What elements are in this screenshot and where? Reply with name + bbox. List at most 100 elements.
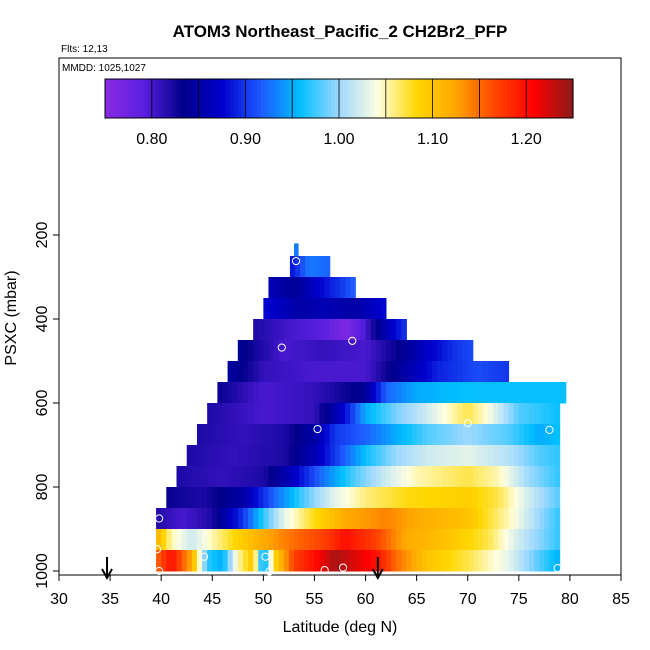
heatmap-cell [483, 445, 489, 467]
heatmap-cell [329, 466, 336, 488]
heatmap-cell [340, 403, 346, 425]
heatmap-cell [273, 445, 280, 467]
colorbar-swatch [483, 79, 488, 118]
heatmap-cell [421, 424, 428, 446]
heatmap-cell [324, 445, 331, 467]
colorbar-swatch [557, 79, 562, 118]
heatmap-cell [196, 424, 203, 446]
heatmap-cell [477, 487, 484, 509]
heatmap-cell [523, 550, 530, 572]
heatmap-cell [263, 487, 269, 509]
heatmap-cell [355, 445, 361, 467]
heatmap-cell [273, 277, 280, 299]
heatmap-cell [350, 319, 356, 341]
heatmap-cell [523, 508, 530, 530]
heatmap-cell [396, 424, 402, 446]
heatmap-cell [503, 445, 510, 467]
colorbar-swatch [385, 79, 391, 118]
flights-label: Flts: 12,13 [61, 44, 108, 55]
heatmap-cell [217, 445, 223, 467]
heatmap-cell [488, 466, 494, 488]
heatmap-cell [518, 424, 525, 446]
colorbar-swatch [366, 79, 371, 118]
heatmap-cell [345, 487, 351, 509]
colorbar-swatch [397, 79, 402, 118]
heatmap-cell [207, 445, 213, 467]
heatmap-cell [483, 550, 489, 572]
heatmap-cell [315, 256, 322, 278]
heatmap-cell [314, 529, 321, 551]
colorbar-swatch [354, 79, 360, 118]
heatmap-cell [324, 403, 331, 425]
heatmap-cell [334, 319, 341, 341]
heatmap-cell [171, 487, 178, 509]
y-axis-label: PSXC (mbar) [3, 270, 20, 365]
heatmap-cell [431, 340, 438, 362]
heatmap-cell [263, 403, 269, 425]
heatmap-cell [457, 550, 464, 572]
heatmap-cell [263, 298, 269, 320]
heatmap-cell [544, 424, 550, 446]
colorbar-swatch [218, 79, 223, 118]
heatmap-cell [304, 550, 310, 572]
heatmap-cell [242, 487, 249, 509]
heatmap-cell [452, 550, 459, 572]
heatmap-cell [513, 529, 520, 551]
heatmap-cell [319, 340, 326, 362]
heatmap-cell [350, 466, 356, 488]
heatmap-cell [350, 424, 356, 446]
heatmap-cell [472, 508, 479, 530]
colorbar-swatch [171, 79, 176, 118]
heatmap-cell [385, 487, 392, 509]
colorbar-swatch [249, 79, 254, 118]
heatmap-cell [508, 382, 515, 404]
heatmap-cell [319, 466, 326, 488]
heatmap-cell [534, 529, 540, 551]
colorbar-swatch [323, 79, 328, 118]
heatmap-cell [334, 403, 341, 425]
heatmap-cell [196, 487, 203, 509]
heatmap-cell [457, 508, 464, 530]
heatmap-cell [380, 508, 387, 530]
heatmap-cell [457, 382, 464, 404]
heatmap-cell [176, 487, 183, 509]
heatmap-cell [391, 445, 397, 467]
heatmap-cell [289, 256, 296, 278]
heatmap-cell [222, 508, 229, 530]
heatmap-cell [437, 487, 443, 509]
heatmap-cell [508, 529, 515, 551]
heatmap-cell [242, 340, 249, 362]
heatmap-cell [544, 529, 550, 551]
heatmap-cell [329, 361, 336, 383]
heatmap-cell [273, 298, 280, 320]
heatmap-cell [324, 424, 331, 446]
heatmap-cell [498, 466, 504, 488]
colorbar-swatch [225, 79, 231, 118]
heatmap-cell [181, 508, 188, 530]
heatmap-cell [391, 361, 397, 383]
heatmap-cell [253, 529, 259, 551]
heatmap-cell [375, 487, 382, 509]
heatmap-cell [380, 403, 387, 425]
heatmap-cell [380, 298, 387, 320]
colorbar-swatch [136, 79, 141, 118]
heatmap-cell [529, 445, 535, 467]
heatmap-cell [493, 487, 499, 509]
heatmap-cell [222, 382, 229, 404]
heatmap-cell [288, 319, 295, 341]
heatmap-cell [360, 529, 367, 551]
heatmap-cell [360, 424, 367, 446]
colorbar-swatch [105, 79, 110, 118]
heatmap-cell [396, 529, 402, 551]
heatmap-cell [299, 529, 305, 551]
heatmap-cell [258, 319, 264, 341]
colorbar-swatch [124, 79, 129, 118]
heatmap-cell [508, 550, 515, 572]
heatmap-cell [207, 508, 213, 530]
colorbar-swatch [284, 79, 289, 118]
heatmap-cell [483, 529, 489, 551]
heatmap-cell [554, 382, 561, 404]
heatmap-cell [529, 550, 535, 572]
heatmap-cell [370, 340, 377, 362]
heatmap-cell [237, 361, 244, 383]
